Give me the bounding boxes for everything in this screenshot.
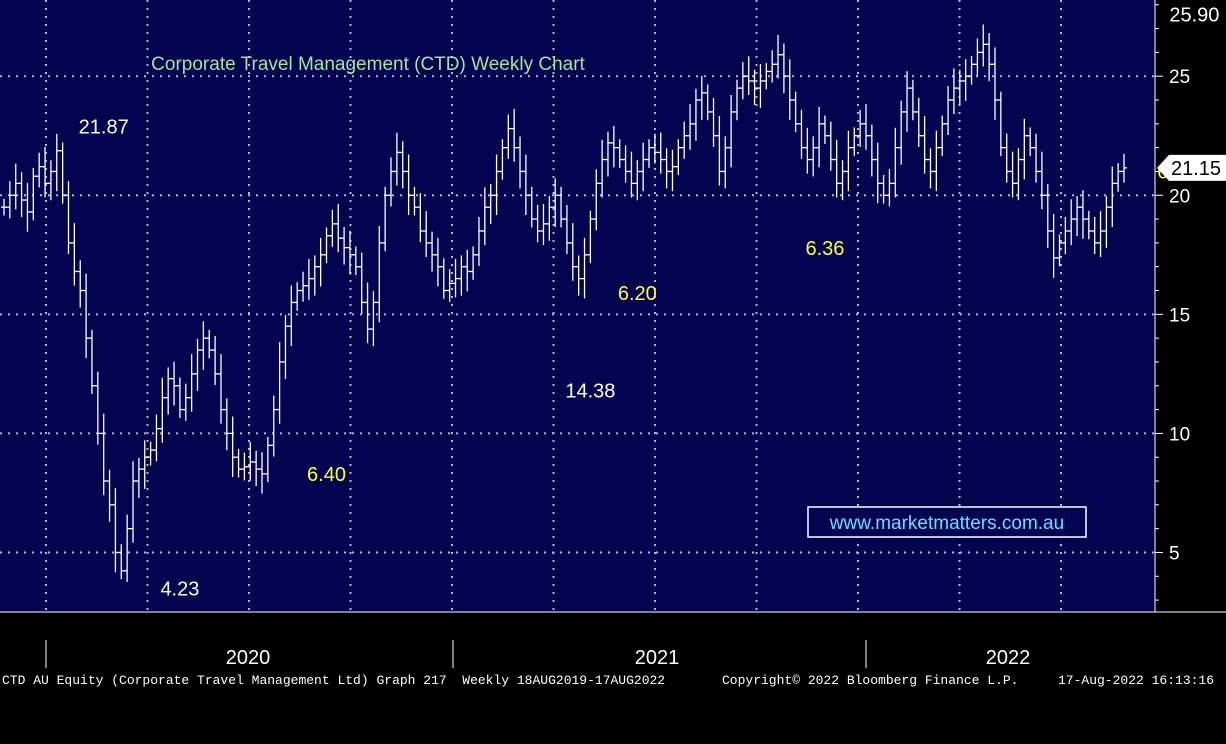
x-tick-label: 2021 bbox=[635, 647, 680, 669]
annotation-label: 21.87 bbox=[79, 116, 129, 138]
annotation-label: 4.23 bbox=[160, 578, 199, 600]
y-tick-label: 5 bbox=[1169, 543, 1180, 564]
annotation-label: 14.38 bbox=[565, 381, 615, 403]
last-price-tag bbox=[1157, 154, 1226, 181]
x-tick-label: 2022 bbox=[986, 647, 1031, 669]
y-tick-label: 25 bbox=[1169, 67, 1190, 88]
last-price-label: 21.15 bbox=[1171, 158, 1221, 180]
y-tick-label: 10 bbox=[1169, 424, 1190, 445]
footer-copyright: Copyright© 2022 Bloomberg Finance L.P. bbox=[722, 673, 1019, 688]
footer-bar: CTD AU Equity (Corporate Travel Manageme… bbox=[0, 672, 1226, 690]
watermark-box bbox=[807, 506, 1087, 538]
annotation-label: 6.40 bbox=[307, 464, 346, 486]
annotation-label: 25.90 bbox=[1169, 4, 1219, 26]
ohlc-chart: 5 10 15 20 25 2020 2021 2022 Corporate Travel Ma… bbox=[0, 0, 1226, 669]
chart-title: Corporate Travel Management (CTD) Weekly… bbox=[151, 54, 585, 75]
footer-left: CTD AU Equity (Corporate Travel Manageme… bbox=[2, 673, 666, 688]
x-tick-label: 2020 bbox=[226, 647, 271, 669]
annotation-label: 6.36 bbox=[805, 238, 844, 260]
y-tick-label: 20 bbox=[1169, 186, 1190, 207]
watermark-text: www.marketmatters.com.au bbox=[829, 513, 1064, 534]
annotation-label: 6.20 bbox=[618, 283, 657, 305]
footer-timestamp: 17-Aug-2022 16:13:16 bbox=[1058, 673, 1215, 688]
y-tick-label: 15 bbox=[1169, 305, 1190, 326]
